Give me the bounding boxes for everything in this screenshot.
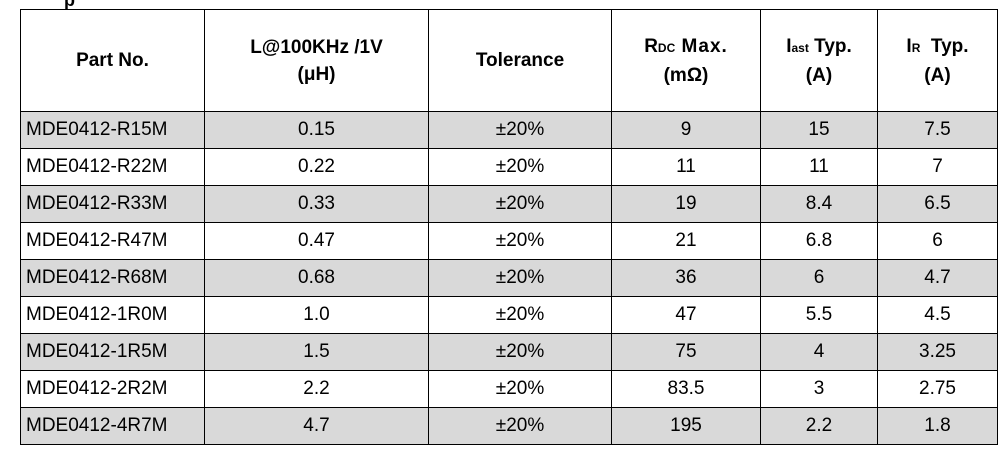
header-ir: IR Typ. (A): [877, 9, 998, 112]
table-row: MDE0412-1R0M 1.0 ±20% 47 5.5 4.5: [20, 296, 998, 334]
cell-isat: 15: [760, 111, 878, 149]
table-row: MDE0412-R15M 0.15 ±20% 9 15 7.5: [20, 111, 998, 149]
table-row: MDE0412-2R2M 2.2 ±20% 83.5 3 2.75: [20, 370, 998, 408]
header-part-no-label: Part No.: [76, 50, 149, 71]
cell-part-no: MDE0412-R22M: [20, 148, 205, 186]
cell-ir: 1.8: [877, 407, 998, 445]
header-isat-label: Iast Typ.: [761, 33, 877, 62]
header-rdc: RDC Max. (mΩ): [611, 9, 761, 112]
isat-subscript: ast: [791, 40, 809, 55]
cell-ir: 6: [877, 222, 998, 260]
header-rdc-unit: (mΩ): [663, 64, 709, 86]
cell-inductance: 0.68: [204, 259, 429, 297]
cell-tolerance: ±20%: [428, 370, 612, 408]
cell-rdc: 36: [611, 259, 761, 297]
cell-inductance: 1.5: [204, 333, 429, 371]
cell-part-no: MDE0412-1R0M: [20, 296, 205, 334]
cell-part-no: MDE0412-2R2M: [20, 370, 205, 408]
cell-ir: 3.25: [877, 333, 998, 371]
header-isat-unit: (A): [805, 64, 833, 86]
table-row: MDE0412-R68M 0.68 ±20% 36 6 4.7: [20, 259, 998, 297]
cell-rdc: 9: [611, 111, 761, 149]
table-row: MDE0412-R22M 0.22 ±20% 11 11 7: [20, 148, 998, 186]
table-row: MDE0412-R33M 0.33 ±20% 19 8.4 6.5: [20, 185, 998, 223]
ir-subscript: R: [911, 40, 921, 55]
cell-rdc: 83.5: [611, 370, 761, 408]
header-isat: Iast Typ. (A): [760, 9, 878, 112]
cell-rdc: 195: [611, 407, 761, 445]
header-tolerance: Tolerance: [428, 9, 612, 112]
table-row: MDE0412-4R7M 4.7 ±20% 195 2.2 1.8: [20, 407, 998, 445]
header-inductance: L@100KHz /1V (μH): [204, 9, 429, 112]
header-part-no: Part No.: [20, 9, 205, 112]
header-inductance-label: L@100KHz /1V: [250, 36, 383, 58]
table-row: MDE0412-R47M 0.47 ±20% 21 6.8 6: [20, 222, 998, 260]
cell-part-no: MDE0412-R15M: [20, 111, 205, 149]
truncated-heading-text: p: [64, 0, 75, 10]
cell-ir: 2.75: [877, 370, 998, 408]
cell-tolerance: ±20%: [428, 148, 612, 186]
cell-inductance: 0.22: [204, 148, 429, 186]
header-inductance-unit: (μH): [297, 63, 336, 85]
isat-qualifier: Typ.: [808, 35, 852, 57]
cell-ir: 6.5: [877, 185, 998, 223]
cell-rdc: 19: [611, 185, 761, 223]
inductor-spec-table: Part No. L@100KHz /1V (μH) Tolerance RDC…: [20, 9, 998, 445]
cell-rdc: 11: [611, 148, 761, 186]
cell-isat: 3: [760, 370, 878, 408]
cell-inductance: 2.2: [204, 370, 429, 408]
cell-isat: 8.4: [760, 185, 878, 223]
header-ir-label: IR Typ.: [878, 33, 997, 62]
cell-isat: 6.8: [760, 222, 878, 260]
ir-qualifier: Typ.: [920, 35, 969, 57]
cell-tolerance: ±20%: [428, 296, 612, 334]
cell-isat: 11: [760, 148, 878, 186]
cell-tolerance: ±20%: [428, 333, 612, 371]
cell-tolerance: ±20%: [428, 185, 612, 223]
cell-rdc: 21: [611, 222, 761, 260]
rdc-symbol: R: [644, 35, 658, 57]
cell-tolerance: ±20%: [428, 222, 612, 260]
cell-rdc: 47: [611, 296, 761, 334]
cell-inductance: 0.33: [204, 185, 429, 223]
cell-tolerance: ±20%: [428, 259, 612, 297]
cell-part-no: MDE0412-R68M: [20, 259, 205, 297]
isat-symbol: I: [786, 35, 792, 57]
cell-inductance: 0.47: [204, 222, 429, 260]
cell-isat: 5.5: [760, 296, 878, 334]
cell-part-no: MDE0412-4R7M: [20, 407, 205, 445]
cell-inductance: 4.7: [204, 407, 429, 445]
cell-isat: 4: [760, 333, 878, 371]
ir-symbol: I: [906, 35, 912, 57]
cell-tolerance: ±20%: [428, 111, 612, 149]
cell-ir: 7.5: [877, 111, 998, 149]
header-rdc-label: RDC Max.: [612, 33, 760, 62]
cell-inductance: 1.0: [204, 296, 429, 334]
cell-isat: 6: [760, 259, 878, 297]
cell-inductance: 0.15: [204, 111, 429, 149]
cell-ir: 7: [877, 148, 998, 186]
header-ir-unit: (A): [924, 64, 951, 86]
table-row: MDE0412-1R5M 1.5 ±20% 75 4 3.25: [20, 333, 998, 371]
rdc-qualifier: Max.: [675, 35, 728, 57]
cell-rdc: 75: [611, 333, 761, 371]
header-tolerance-label: Tolerance: [475, 50, 565, 71]
cell-ir: 4.7: [877, 259, 998, 297]
cell-part-no: MDE0412-R33M: [20, 185, 205, 223]
cell-ir: 4.5: [877, 296, 998, 334]
cell-part-no: MDE0412-R47M: [20, 222, 205, 260]
cell-tolerance: ±20%: [428, 407, 612, 445]
rdc-subscript: DC: [657, 40, 676, 55]
cell-isat: 2.2: [760, 407, 878, 445]
cell-part-no: MDE0412-1R5M: [20, 333, 205, 371]
table-header-row: Part No. L@100KHz /1V (μH) Tolerance RDC…: [20, 9, 998, 112]
